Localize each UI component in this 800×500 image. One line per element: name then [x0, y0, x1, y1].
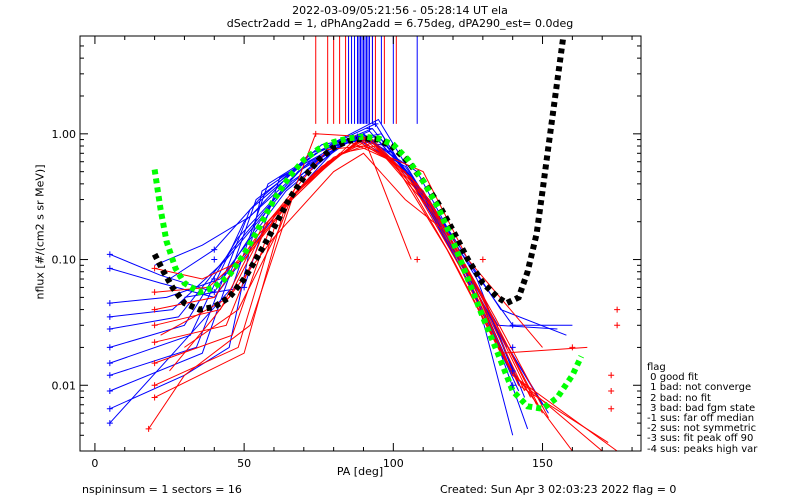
- red-plus-marker: [614, 306, 621, 313]
- footer-created-info: Created: Sun Apr 3 02:03:23 2022 flag = …: [440, 483, 677, 496]
- blue-data-line: [109, 139, 526, 398]
- blue-plus-marker: [106, 265, 113, 272]
- blue-plus-marker: [211, 276, 218, 283]
- red-data-line: [160, 145, 543, 348]
- blue-plus-marker: [211, 289, 218, 296]
- red-plus-marker: [608, 405, 615, 412]
- red-plus-marker: [614, 322, 621, 329]
- plot-frame: [79, 35, 642, 452]
- red-plus-marker: [312, 130, 319, 137]
- green-fit-curve: [151, 133, 585, 412]
- flag-legend-item: 3 bad: bad fgm state: [647, 402, 756, 414]
- blue-plus-marker: [241, 284, 248, 291]
- blue-plus-marker: [106, 420, 113, 427]
- blue-plus-marker: [106, 251, 113, 258]
- red-plus-marker: [608, 372, 615, 379]
- red-data-line: [184, 133, 412, 348]
- flag-legend-title: flag: [647, 362, 666, 373]
- red-data-line: [154, 138, 603, 451]
- red-plus-marker: [151, 394, 158, 401]
- blue-plus-marker: [106, 344, 113, 351]
- blue-plus-marker: [106, 388, 113, 395]
- blue-data-line: [109, 118, 529, 430]
- blue-plus-marker: [106, 405, 113, 412]
- y-axis-label: nflux [#/(cm2 s sr MeV)]: [33, 164, 47, 300]
- red-data-line: [154, 140, 573, 451]
- blue-plus-marker: [106, 372, 113, 379]
- red-plus-marker: [151, 382, 158, 389]
- x-tick-label: 100: [383, 457, 404, 470]
- blue-plus-marker: [509, 382, 516, 389]
- y-tick-label: 1.00: [52, 128, 77, 141]
- flag-legend-item: -1 sus: far off median: [647, 413, 755, 425]
- x-tick-label: 150: [532, 457, 553, 470]
- chart-title-line1: 2022-03-09/05:21:56 - 05:28:14 UT ela: [292, 4, 508, 17]
- blue-plus-marker: [509, 367, 516, 374]
- flag-legend-item: 0 good fit: [647, 372, 699, 384]
- x-tick-label: 50: [237, 457, 251, 470]
- blue-plus-marker: [106, 300, 113, 307]
- blue-plus-marker: [509, 322, 516, 329]
- flag-legend-item: -3 sus: fit peak off 90: [647, 433, 754, 445]
- red-data-line: [169, 152, 618, 451]
- chart-title-line2: dSectr2add = 1, dPhAng2add = 6.75deg, dP…: [226, 17, 574, 30]
- y-tick-label: 0.01: [52, 379, 77, 392]
- flag-legend: flag 0 good fit 1 bad: not converge 2 ba…: [647, 362, 758, 455]
- blue-plus-marker: [372, 120, 379, 127]
- footer-sectors-info: nspininsum = 1 sectors = 16: [82, 483, 242, 496]
- red-data-line: [154, 142, 543, 414]
- blue-plus-marker: [366, 125, 373, 132]
- axis-layer: 0 50 100 150 0.01 0.10 1.00: [52, 35, 641, 470]
- data-layer: [106, 36, 621, 451]
- flag-legend-item: -2 sus: not symmetric: [647, 423, 757, 435]
- red-plus-marker: [151, 360, 158, 367]
- x-tick-label: 0: [91, 457, 98, 470]
- blue-plus-marker: [509, 344, 516, 351]
- red-plus-marker: [151, 265, 158, 272]
- red-plus-marker: [569, 344, 576, 351]
- flag-legend-item: -4 sus: peaks high var: [647, 443, 758, 455]
- red-data-line: [148, 145, 549, 430]
- red-plus-marker: [145, 425, 152, 432]
- x-axis-label: PA [deg]: [336, 465, 384, 478]
- red-plus-marker: [151, 306, 158, 313]
- flag-legend-item: 1 bad: not converge: [647, 382, 752, 394]
- blue-plus-marker: [106, 313, 113, 320]
- red-plus-marker: [414, 256, 421, 263]
- red-plus-marker: [608, 388, 615, 395]
- blue-plus-marker: [106, 326, 113, 333]
- red-data-line: [154, 142, 588, 354]
- red-plus-marker: [151, 289, 158, 296]
- blue-plus-marker: [211, 246, 218, 253]
- red-plus-marker: [151, 339, 158, 346]
- blue-plus-marker: [106, 360, 113, 367]
- y-tick-label: 0.10: [52, 254, 77, 267]
- blue-plus-marker: [354, 133, 361, 140]
- flag-legend-item: 2 bad: no fit: [647, 392, 711, 404]
- blue-plus-marker: [211, 256, 218, 263]
- red-plus-marker: [151, 322, 158, 329]
- red-plus-marker: [479, 256, 486, 263]
